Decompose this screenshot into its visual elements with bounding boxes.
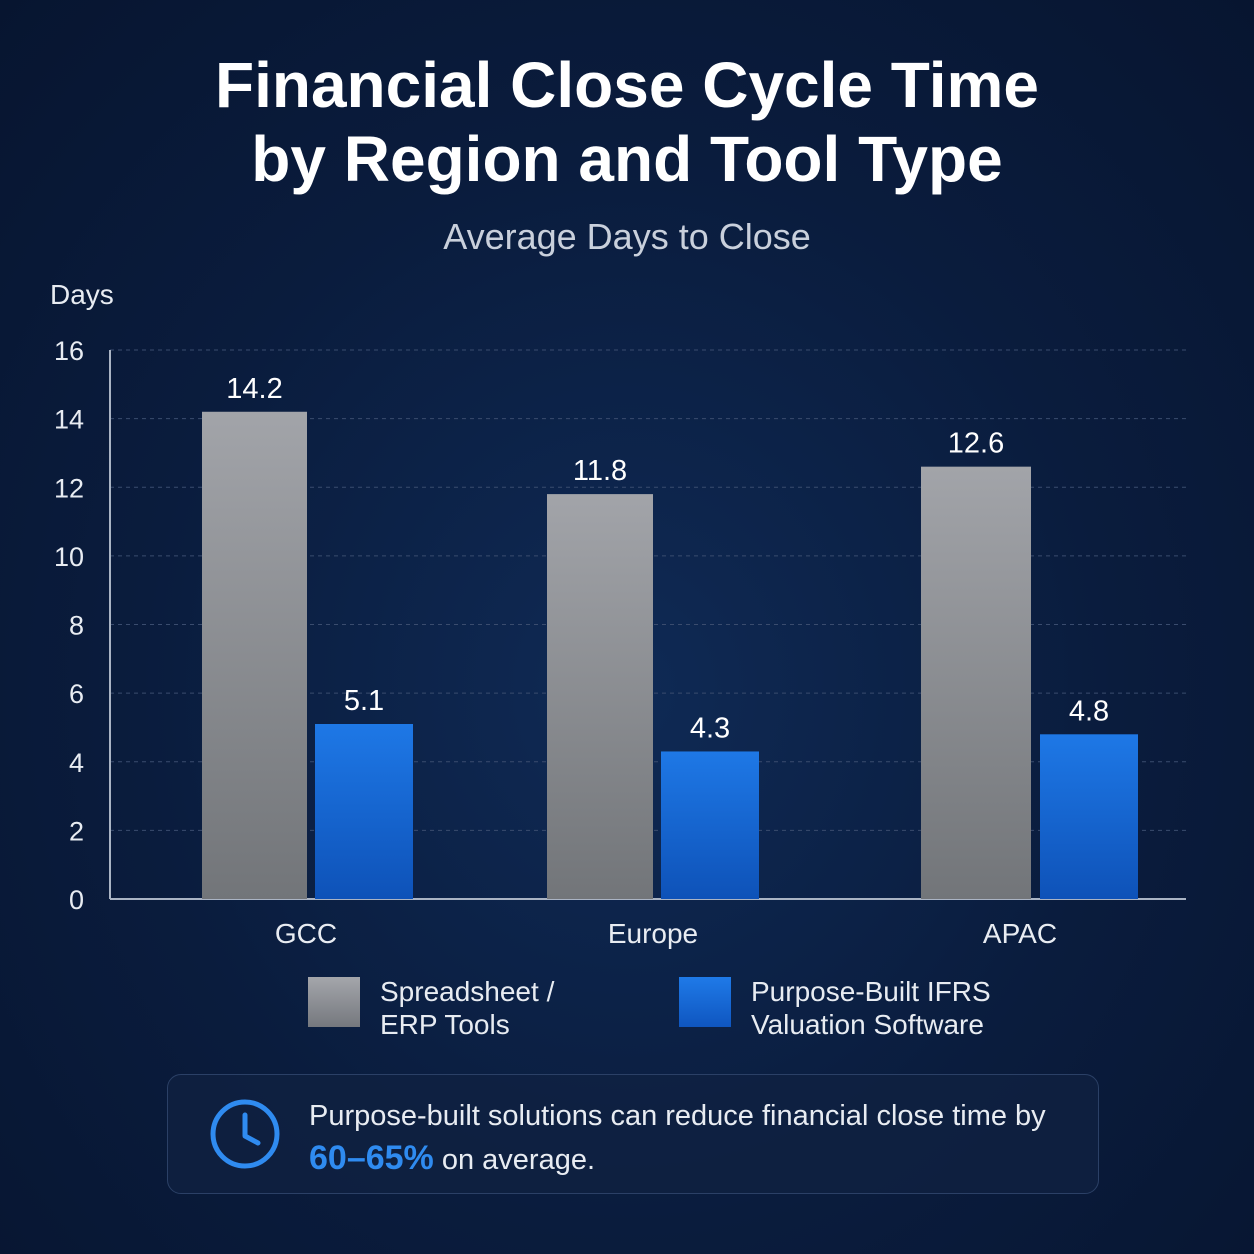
y-tick-label-8: 8 bbox=[69, 611, 84, 641]
y-tick-label-0: 0 bbox=[69, 885, 84, 915]
y-axis-ticks: 0 2 4 6 8 10 12 14 16 bbox=[54, 336, 84, 915]
legend-label-spreadsheet: Spreadsheet / ERP Tools bbox=[380, 976, 555, 1040]
y-tick-label-2: 2 bbox=[69, 816, 84, 846]
y-tick-label-14: 14 bbox=[54, 405, 84, 435]
x-tick-label-gcc: GCC bbox=[275, 918, 337, 949]
chart-title-line-2: by Region and Tool Type bbox=[251, 123, 1003, 195]
callout-text-after: on average. bbox=[433, 1144, 596, 1176]
data-label-spreadsheet-europe: 11.8 bbox=[573, 455, 627, 487]
legend-item-purpose-built: Purpose-Built IFRS Valuation Software bbox=[679, 975, 991, 1041]
x-tick-label-europe: Europe bbox=[608, 918, 698, 949]
legend-swatch-spreadsheet bbox=[308, 977, 360, 1027]
y-tick-label-4: 4 bbox=[69, 748, 84, 778]
legend-item-spreadsheet: Spreadsheet / ERP Tools bbox=[308, 975, 554, 1041]
y-tick-label-6: 6 bbox=[69, 679, 84, 709]
bars bbox=[202, 411, 1138, 899]
bar-purpose-built-gcc bbox=[315, 724, 413, 899]
x-axis-ticks: GCC Europe APAC bbox=[275, 918, 1057, 949]
x-tick-label-apac: APAC bbox=[983, 918, 1057, 949]
bar-spreadsheet-gcc bbox=[202, 411, 307, 899]
clock-icon bbox=[210, 1099, 280, 1169]
y-axis-label: Days bbox=[50, 279, 114, 310]
callout-highlight: 60–65% bbox=[309, 1139, 434, 1177]
chart-title-line-1: Financial Close Cycle Time bbox=[214, 49, 1040, 121]
legend-swatch-purpose-built bbox=[679, 977, 731, 1027]
bar-spreadsheet-apac bbox=[921, 466, 1031, 899]
chart-title: Financial Close Cycle Time by Region and… bbox=[0, 48, 1254, 196]
data-label-spreadsheet-apac: 12.6 bbox=[948, 428, 1004, 460]
legend: Spreadsheet / ERP Tools Purpose-Built IF… bbox=[0, 975, 1254, 1045]
callout-text: Purpose-built solutions can reduce finan… bbox=[309, 1095, 1069, 1181]
data-label-purpose-built-gcc: 5.1 bbox=[344, 685, 384, 717]
insight-callout: Purpose-built solutions can reduce finan… bbox=[167, 1074, 1099, 1194]
data-label-purpose-built-europe: 4.3 bbox=[690, 712, 730, 744]
bar-spreadsheet-europe bbox=[547, 494, 653, 899]
callout-text-before: Purpose-built solutions can reduce finan… bbox=[309, 1100, 1046, 1132]
bar-data-labels: 14.2 5.1 11.8 4.3 12.6 4.8 bbox=[226, 373, 1109, 745]
y-tick-label-16: 16 bbox=[54, 336, 84, 366]
bar-purpose-built-apac bbox=[1040, 734, 1138, 899]
chart-subtitle: Average Days to Close bbox=[443, 216, 811, 257]
bar-purpose-built-europe bbox=[661, 751, 759, 899]
data-label-purpose-built-apac: 4.8 bbox=[1069, 695, 1109, 727]
bar-chart: Days 0 2 4 6 8 10 12 14 16 14.2 5.1 11.8 4.3 12.6 4.8… bbox=[50, 279, 1186, 949]
legend-label-purpose-built: Purpose-Built IFRS Valuation Software bbox=[751, 976, 991, 1040]
y-tick-label-12: 12 bbox=[54, 473, 84, 503]
data-label-spreadsheet-gcc: 14.2 bbox=[226, 373, 282, 405]
y-tick-label-10: 10 bbox=[54, 542, 84, 572]
